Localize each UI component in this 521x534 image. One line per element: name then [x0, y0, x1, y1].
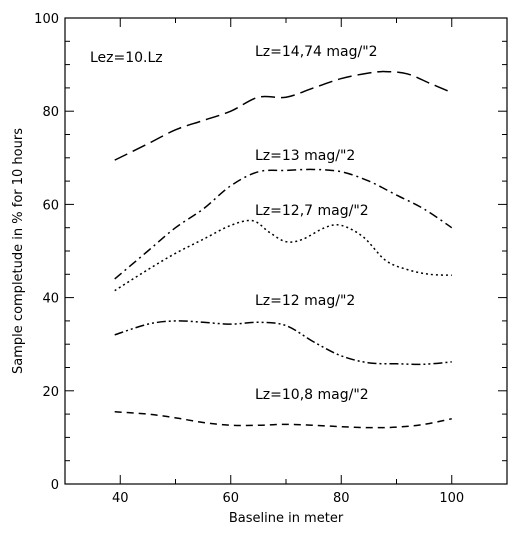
y-axis-title: Sample completude in % for 10 hours [11, 128, 26, 374]
x-axis-title: Baseline in meter [229, 511, 344, 526]
y-tick-label: 20 [42, 385, 59, 400]
y-tick-label: 40 [42, 292, 59, 307]
series-label-1: Lz=14,74 mag/"2 [255, 44, 378, 60]
series-line-3 [114, 219, 452, 292]
series-line-4 [114, 320, 452, 366]
series-label-4: Lz=12 mag/"2 [255, 293, 355, 309]
y-tick-label: 100 [34, 12, 59, 27]
x-tick-label: 40 [112, 491, 129, 506]
x-tick-label: 100 [439, 491, 464, 506]
y-tick-label: 80 [42, 105, 59, 120]
series-line-5 [114, 411, 452, 429]
x-tick-label: 60 [222, 491, 239, 506]
series-label-3: Lz=12,7 mag/"2 [255, 203, 369, 219]
x-tick-label: 80 [333, 491, 350, 506]
series-line-1 [114, 70, 453, 161]
series-label-2: Lz=13 mag/"2 [255, 148, 355, 164]
chart-annotation: Lez=10.Lz [90, 50, 163, 66]
series-line-2 [114, 168, 453, 280]
series-label-5: Lz=10,8 mag/"2 [255, 387, 369, 403]
y-tick-label: 60 [42, 198, 59, 213]
y-tick-label: 0 [51, 478, 59, 493]
